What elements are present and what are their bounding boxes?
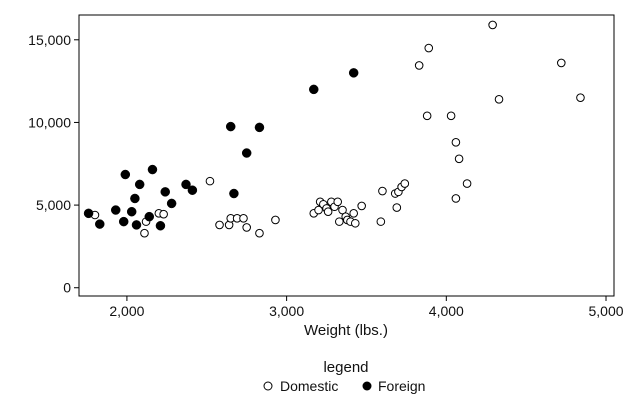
data-point-domestic <box>255 228 264 238</box>
data-point-domestic <box>140 228 149 238</box>
data-point-domestic <box>205 176 215 186</box>
data-point-foreign <box>131 220 142 230</box>
data-point-domestic <box>215 220 224 230</box>
data-point-foreign <box>110 205 121 215</box>
data-point-domestic <box>349 209 358 218</box>
legend: legend Domestic Foreign <box>263 359 425 394</box>
data-point-domestic <box>414 61 424 70</box>
data-point-domestic <box>376 217 386 226</box>
data-point-foreign <box>348 68 359 78</box>
y-tick-label: 15,000 <box>28 32 71 48</box>
data-point-foreign <box>241 148 252 158</box>
data-point-domestic <box>159 209 168 219</box>
data-point-domestic <box>494 95 504 104</box>
x-axis-title: Weight (lbs.) <box>304 322 388 339</box>
data-point-domestic <box>400 179 410 188</box>
data-point-foreign <box>126 206 137 217</box>
data-point-domestic <box>446 111 456 121</box>
data-point-foreign <box>95 219 105 229</box>
data-point-domestic <box>462 179 472 188</box>
data-point-foreign <box>166 198 177 209</box>
data-point-domestic <box>488 20 497 30</box>
data-point-foreign <box>254 122 265 133</box>
x-tick-label: 2,000 <box>109 303 144 319</box>
data-point-foreign <box>120 169 131 180</box>
data-point-domestic <box>271 215 280 225</box>
data-point-foreign <box>225 121 236 132</box>
legend-title: legend <box>323 359 368 376</box>
data-point-foreign <box>134 179 145 190</box>
data-point-domestic <box>454 154 464 164</box>
legend-label-foreign: Foreign <box>378 378 425 394</box>
data-point-foreign <box>144 211 155 222</box>
data-points <box>83 20 585 238</box>
data-point-foreign <box>130 193 140 204</box>
y-tick-label: 0 <box>63 280 71 296</box>
data-point-domestic <box>556 58 566 68</box>
data-point-foreign <box>118 216 129 227</box>
data-point-foreign <box>181 179 191 190</box>
data-point-domestic <box>350 218 360 228</box>
data-point-domestic <box>451 194 461 203</box>
data-point-foreign <box>83 208 94 219</box>
data-point-domestic <box>239 214 248 223</box>
y-tick-label: 10,000 <box>28 114 71 130</box>
legend-marker-foreign <box>362 381 372 391</box>
data-point-domestic <box>378 186 387 196</box>
data-point-domestic <box>392 203 402 212</box>
data-point-domestic <box>323 207 333 216</box>
data-point-domestic <box>451 137 461 147</box>
data-point-foreign <box>160 187 170 197</box>
data-point-domestic <box>333 197 343 207</box>
data-point-domestic <box>314 205 323 215</box>
x-tick-label: 5,000 <box>588 303 623 319</box>
data-point-domestic <box>424 43 434 53</box>
x-tick-label: 3,000 <box>269 303 304 319</box>
legend-marker-domestic <box>263 381 273 391</box>
data-point-domestic <box>335 217 344 226</box>
data-point-foreign <box>309 84 319 95</box>
y-tick-label: 5,000 <box>36 197 71 213</box>
data-point-domestic <box>576 93 585 102</box>
data-point-foreign <box>147 164 158 175</box>
x-tick-label: 4,000 <box>429 303 464 319</box>
data-point-domestic <box>422 111 432 121</box>
y-axis: 0 5,000 10,000 15,000 <box>28 32 79 296</box>
data-point-foreign <box>229 188 239 199</box>
data-point-foreign <box>187 185 198 195</box>
data-point-foreign <box>155 221 166 231</box>
x-axis: 2,000 3,000 4,000 5,000 <box>109 296 624 319</box>
plot-frame <box>78 14 615 297</box>
data-point-domestic <box>357 201 366 211</box>
legend-label-domestic: Domestic <box>280 378 338 394</box>
data-point-domestic <box>242 223 251 232</box>
